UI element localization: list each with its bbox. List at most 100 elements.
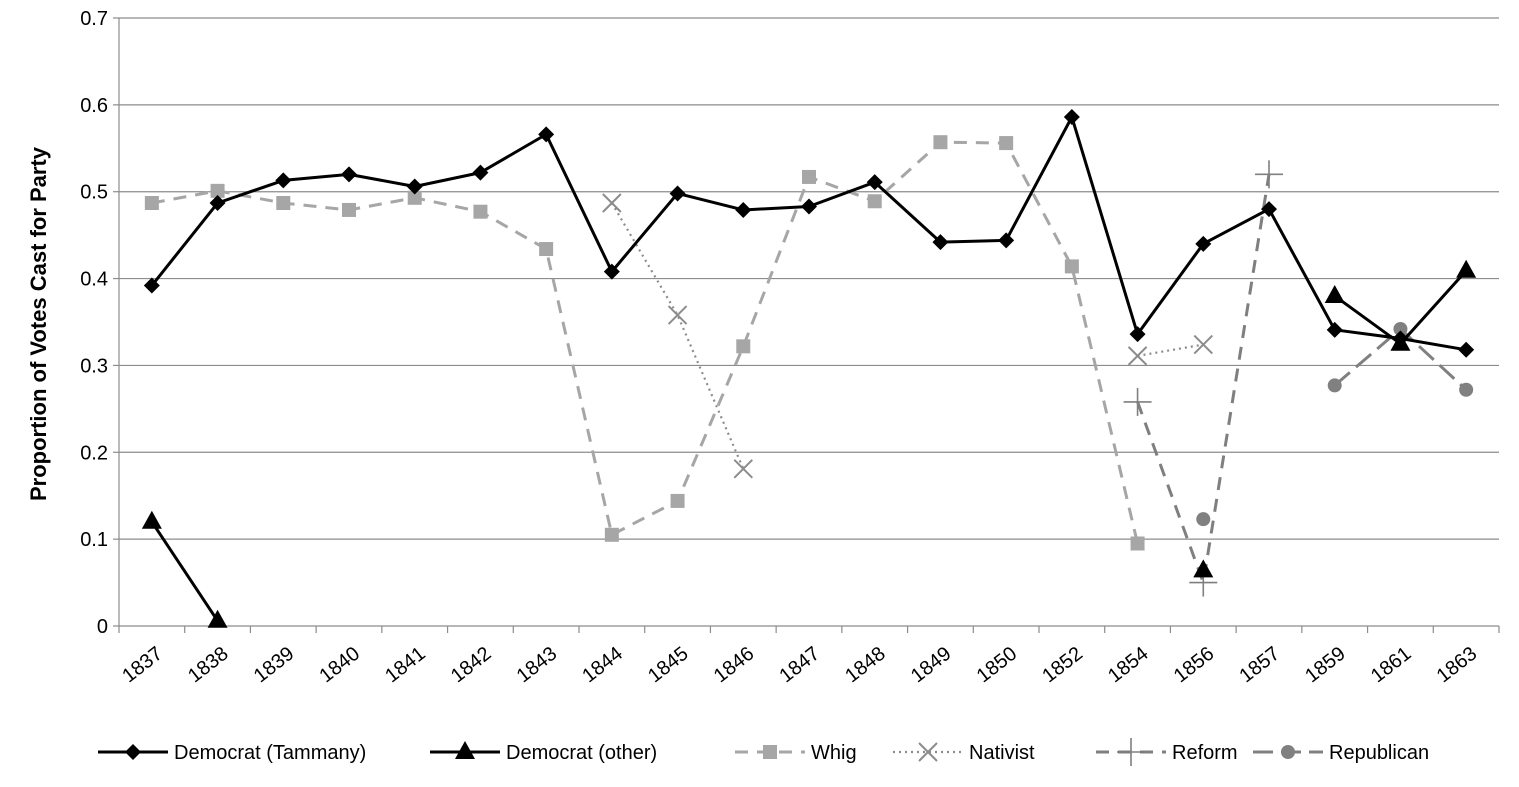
series-democrat-tammany <box>143 109 1475 358</box>
legend-label: Whig <box>811 742 857 764</box>
data-point-triangle <box>141 510 162 529</box>
x-tick-label: 1854 <box>1104 643 1153 688</box>
series-reform <box>1123 160 1283 597</box>
data-point-square <box>736 339 751 354</box>
x-tick-label: 1839 <box>250 643 299 688</box>
data-point-diamond <box>275 172 292 189</box>
data-point-plus <box>1255 160 1283 189</box>
data-point-square <box>1064 259 1079 274</box>
data-point-circle <box>1196 512 1211 527</box>
data-point-x-stroke <box>1127 346 1148 366</box>
data-point-diamond <box>1326 321 1343 338</box>
legend-entry: Nativist <box>893 742 1035 764</box>
data-point-diamond <box>341 166 357 183</box>
x-tick-label: 1841 <box>381 643 430 688</box>
x-tick-label: 1843 <box>513 643 562 688</box>
series-line <box>1137 343 1204 357</box>
data-point-triangle <box>207 609 228 628</box>
data-point-square <box>763 745 777 759</box>
x-tick-label: 1859 <box>1301 643 1350 688</box>
y-tick-label: 0.5 <box>80 182 108 204</box>
data-point-square <box>276 196 291 211</box>
y-tick-label: 0.2 <box>80 442 108 464</box>
data-point-diamond <box>472 164 489 181</box>
data-point-x-stroke <box>602 193 622 213</box>
data-point-x <box>1193 334 1213 355</box>
data-point-x-stroke <box>667 305 688 325</box>
data-point-diamond <box>603 263 620 280</box>
x-tick-label: 1847 <box>775 643 824 688</box>
data-point-x-stroke <box>918 742 938 762</box>
legend-label: Democrat (other) <box>506 742 657 764</box>
data-point-square <box>802 169 816 184</box>
series-whig <box>144 135 1145 551</box>
series-republican <box>1196 321 1474 527</box>
data-point-x <box>1127 346 1148 366</box>
data-point-diamond <box>998 232 1015 249</box>
legend-entry: Democrat (other) <box>430 741 657 764</box>
data-point-triangle <box>1390 332 1411 351</box>
x-tick-label: 1846 <box>710 643 759 688</box>
series-line <box>151 140 1140 544</box>
data-point-diamond <box>1458 341 1475 358</box>
x-tick-label: 1852 <box>1038 643 1087 688</box>
legend-entry: Democrat (Tammany) <box>98 742 366 764</box>
x-tick-label: 1844 <box>578 643 627 688</box>
x-tick-label: 1850 <box>973 643 1022 688</box>
data-point-square <box>210 183 225 198</box>
gridlines <box>119 17 1499 540</box>
axes: 0 0.1 0.2 0.3 0.4 0.5 0.6 0.7 1837 1838 1839 1840 18… <box>80 8 1500 688</box>
data-point-square <box>407 190 422 205</box>
data-point-diamond <box>538 126 555 143</box>
legend-label: Republican <box>1329 742 1429 764</box>
y-tick-label: 0.6 <box>80 95 108 117</box>
data-point-diamond <box>866 174 883 191</box>
y-axis-title: Proportion of Votes Cast for Party <box>26 146 51 501</box>
x-tick-label: 1838 <box>184 643 233 688</box>
series-line <box>610 202 745 470</box>
data-point-triangle <box>1456 259 1477 278</box>
data-point-square <box>999 136 1014 151</box>
data-point-x <box>602 193 622 213</box>
data-point-diamond <box>143 277 160 294</box>
data-point-triangle <box>1193 559 1214 578</box>
data-point-diamond <box>932 234 949 251</box>
y-tick-label: 0.1 <box>80 529 108 551</box>
data-point-circle <box>1393 321 1408 336</box>
data-point-x-stroke <box>1193 334 1213 355</box>
x-tick-label: 1849 <box>907 643 956 688</box>
y-tick-label: 0.7 <box>80 8 108 30</box>
data-point-square <box>144 196 159 211</box>
x-tick-label: 1842 <box>447 643 496 688</box>
data-point-square <box>539 242 554 257</box>
data-point-plus <box>1123 387 1152 416</box>
legend: Democrat (Tammany) Democrat (other) Whig Na… <box>98 738 1429 766</box>
x-tick-label: 1845 <box>644 643 693 688</box>
data-point-square <box>604 527 619 542</box>
x-tick-label: 1848 <box>841 643 890 688</box>
data-point-diamond <box>1129 326 1146 343</box>
data-point-square <box>867 194 882 209</box>
series-line <box>150 520 219 622</box>
data-point-diamond <box>801 198 817 215</box>
data-point-circle <box>1459 382 1474 397</box>
x-tick-label: 1840 <box>315 643 364 688</box>
series-line <box>1136 174 1271 585</box>
data-point-diamond <box>1195 235 1212 252</box>
x-tick-label: 1837 <box>118 643 167 688</box>
data-point-x <box>667 305 688 325</box>
legend-entry: Republican <box>1253 742 1429 764</box>
series-line <box>150 115 1467 352</box>
data-point-square <box>473 204 488 219</box>
data-point-triangle <box>455 741 475 759</box>
data-point-square <box>1130 536 1145 551</box>
data-point-diamond <box>209 195 226 212</box>
y-tick-label: 0 <box>97 616 108 638</box>
data-point-triangle <box>1324 284 1345 303</box>
data-point-square <box>933 135 948 150</box>
data-point-diamond <box>1261 201 1277 218</box>
y-tick-label: 0.4 <box>80 269 108 291</box>
series-democrat-other <box>141 259 1477 628</box>
